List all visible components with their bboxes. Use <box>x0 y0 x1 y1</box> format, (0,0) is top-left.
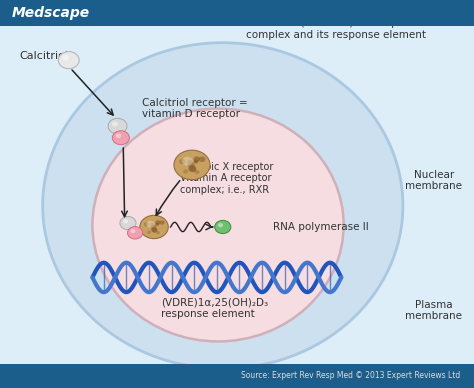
Circle shape <box>63 55 69 61</box>
Circle shape <box>183 170 188 174</box>
Ellipse shape <box>43 43 403 369</box>
Text: Nuclear
membrane: Nuclear membrane <box>405 170 462 191</box>
Circle shape <box>194 160 198 163</box>
Circle shape <box>112 121 118 126</box>
Circle shape <box>159 220 165 225</box>
Circle shape <box>193 159 198 163</box>
Circle shape <box>150 223 155 226</box>
Circle shape <box>123 219 128 223</box>
Circle shape <box>193 156 200 162</box>
Circle shape <box>190 165 195 169</box>
Circle shape <box>144 222 149 227</box>
Circle shape <box>188 162 195 168</box>
Circle shape <box>152 228 157 233</box>
Circle shape <box>152 227 156 230</box>
Circle shape <box>188 165 196 172</box>
Circle shape <box>151 227 157 232</box>
Circle shape <box>130 229 136 233</box>
Circle shape <box>120 217 136 230</box>
Bar <box>0 0 474 26</box>
Text: Medscape: Medscape <box>12 6 90 20</box>
Circle shape <box>199 156 206 162</box>
Circle shape <box>174 150 210 180</box>
Circle shape <box>151 225 156 229</box>
Circle shape <box>155 220 161 225</box>
Circle shape <box>179 159 185 164</box>
Circle shape <box>146 220 155 227</box>
Circle shape <box>116 133 121 138</box>
Circle shape <box>218 223 223 227</box>
Circle shape <box>215 220 231 234</box>
Circle shape <box>189 166 196 172</box>
Circle shape <box>156 231 160 234</box>
Circle shape <box>187 159 192 164</box>
Text: Calcitriol receptor =
vitamin D receptor: Calcitriol receptor = vitamin D receptor <box>142 98 248 120</box>
Text: Calcitriol: Calcitriol <box>19 51 68 61</box>
Circle shape <box>147 230 151 234</box>
Circle shape <box>112 131 129 145</box>
Circle shape <box>128 227 143 239</box>
Circle shape <box>182 157 193 166</box>
Ellipse shape <box>92 109 344 341</box>
Circle shape <box>108 118 127 134</box>
Text: RNA polymerase II: RNA polymerase II <box>273 222 368 232</box>
Text: Vitamin D (calcitriol) + receptor
complex and its response element: Vitamin D (calcitriol) + receptor comple… <box>246 18 427 40</box>
Text: Source: Expert Rev Resp Med © 2013 Expert Reviews Ltd: Source: Expert Rev Resp Med © 2013 Exper… <box>240 371 460 381</box>
Circle shape <box>155 223 159 225</box>
Text: Retinoic X receptor
Vitamin A receptor
complex; i.e., RXR: Retinoic X receptor Vitamin A receptor c… <box>180 162 273 195</box>
Bar <box>0 364 474 388</box>
Circle shape <box>194 170 200 174</box>
Text: Plasma
membrane: Plasma membrane <box>405 300 462 321</box>
Circle shape <box>155 223 159 226</box>
Circle shape <box>140 215 168 239</box>
Circle shape <box>58 52 79 69</box>
Text: (VDRE)1α,25(OH)₂D₃
response element: (VDRE)1α,25(OH)₂D₃ response element <box>161 298 268 319</box>
